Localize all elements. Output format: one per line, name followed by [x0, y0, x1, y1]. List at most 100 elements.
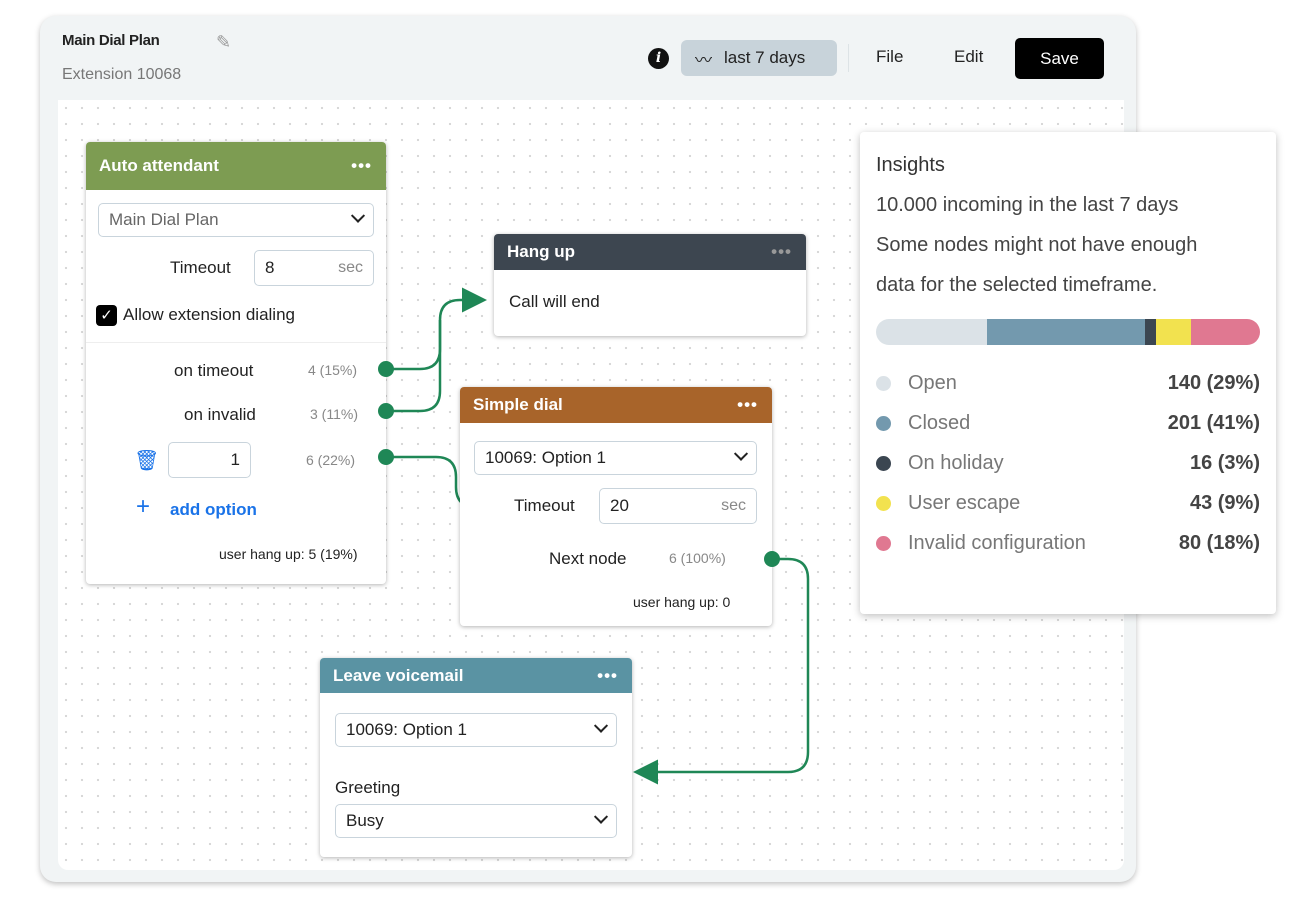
next-node-label: Next node — [549, 549, 627, 568]
bar-segment — [876, 319, 988, 345]
legend-dot — [876, 415, 891, 431]
output-port[interactable] — [378, 449, 394, 465]
more-icon[interactable]: ••• — [737, 395, 758, 414]
chevron-down-icon — [733, 446, 749, 461]
legend-label: Invalid configuration — [908, 531, 1086, 554]
legend-label: On holiday — [908, 451, 1004, 474]
trash-icon[interactable]: 🗑 — [134, 450, 160, 472]
timeout-label: Timeout — [514, 496, 575, 515]
add-option-link[interactable]: add option — [170, 500, 257, 519]
node-header[interactable]: Auto attendant ••• — [86, 142, 386, 190]
input-value: 8 — [265, 258, 275, 277]
output-label: on invalid — [184, 405, 256, 424]
select-value: Busy — [346, 811, 384, 830]
link-invalid-hangup — [386, 320, 442, 413]
output-port[interactable] — [378, 361, 394, 377]
voicemail-target-select[interactable]: 10069: Option 1 — [335, 713, 617, 747]
node-header[interactable]: Simple dial ••• — [460, 387, 772, 423]
chevron-down-icon — [593, 718, 609, 733]
output-stat: 3 (11%) — [310, 406, 358, 422]
file-menu[interactable]: File — [876, 47, 904, 66]
output-label: on timeout — [174, 361, 254, 380]
legend-value: 140 (29%) — [1167, 371, 1260, 394]
bar-segment — [1190, 319, 1260, 345]
plus-icon[interactable]: + — [136, 493, 151, 520]
legend-value: 201 (41%) — [1167, 411, 1260, 434]
more-icon[interactable]: ••• — [771, 242, 792, 261]
select-value: Main Dial Plan — [109, 210, 219, 229]
legend-item: Closed 201 (41%) — [876, 403, 1260, 443]
dial-plan-select[interactable]: Main Dial Plan — [98, 203, 374, 237]
node-title: Hang up — [507, 242, 575, 261]
chevron-down-icon — [350, 208, 366, 223]
output-port[interactable] — [378, 403, 394, 419]
output-stat: 6 (22%) — [306, 452, 356, 468]
hang-up-stat: user hang up: 0 — [633, 594, 731, 610]
extension-subtitle: Extension 10068 — [62, 66, 182, 83]
bar-segment — [1144, 319, 1157, 345]
option-digit-input[interactable]: 1 — [168, 442, 251, 478]
leave-voicemail-node[interactable]: Leave voicemail ••• 10069: Option 1 Greet… — [320, 658, 632, 857]
bar-segment — [987, 319, 1145, 345]
simple-dial-node[interactable]: Simple dial ••• 10069: Option 1 Timeout 2… — [460, 387, 772, 626]
save-button[interactable]: Save — [1015, 38, 1104, 79]
distribution-bar — [876, 319, 1260, 345]
legend-dot — [876, 375, 891, 391]
legend-label: Closed — [908, 411, 971, 434]
legend-value: 80 (18%) — [1178, 531, 1260, 554]
output-stat: 4 (15%) — [308, 362, 358, 378]
select-value: 10069: Option 1 — [346, 720, 467, 739]
more-icon[interactable]: ••• — [351, 156, 372, 175]
unit-label: sec — [338, 259, 363, 276]
page-title: Main Dial Plan — [62, 32, 160, 49]
divider — [848, 44, 849, 72]
legend-item: Open 140 (29%) — [876, 363, 1260, 403]
legend-dot — [876, 455, 891, 471]
unit-label: sec — [721, 497, 746, 514]
legend-label: Open — [908, 371, 957, 394]
more-icon[interactable]: ••• — [597, 665, 618, 685]
timeout-input[interactable]: 8 sec — [254, 250, 374, 286]
insights-legend: Open 140 (29%) Closed 201 (41%) On holiday 16… — [876, 363, 1260, 563]
info-icon[interactable]: i — [648, 48, 669, 69]
legend-item: Invalid configuration 80 (18%) — [876, 523, 1260, 563]
node-title: Simple dial — [473, 395, 563, 414]
timeout-label: Timeout — [170, 258, 231, 277]
edit-menu[interactable]: Edit — [954, 47, 984, 66]
select-value: 10069: Option 1 — [485, 448, 606, 467]
legend-dot — [876, 535, 891, 551]
trend-icon: 〰 — [695, 50, 712, 70]
legend-dot — [876, 495, 891, 511]
insights-note: Some nodes might not have enough — [876, 234, 1198, 256]
timeframe-button[interactable]: 〰 last 7 days — [681, 40, 837, 76]
insights-panel: Insights 10.000 incoming in the last 7 d… — [860, 132, 1276, 614]
node-title: Auto attendant — [99, 156, 219, 175]
link-simpledial-voicemail — [633, 557, 810, 785]
auto-attendant-node[interactable]: Auto attendant ••• Main Dial Plan Timeout… — [86, 142, 386, 584]
input-value: 1 — [230, 450, 240, 469]
legend-item: User escape 43 (9%) — [876, 483, 1260, 523]
allow-extension-checkbox[interactable]: ✓ — [96, 305, 117, 326]
link-timeout-hangup — [386, 287, 487, 371]
insights-title: Insights — [876, 154, 945, 176]
hang-up-text: Call will end — [509, 292, 600, 311]
legend-value: 43 (9%) — [1189, 491, 1260, 514]
edit-pencil-icon[interactable]: ✎ — [216, 32, 232, 52]
output-port[interactable] — [764, 551, 780, 567]
input-value: 20 — [610, 496, 629, 515]
node-header[interactable]: Hang up ••• — [494, 234, 806, 270]
insights-note: data for the selected timeframe. — [876, 274, 1158, 296]
divider — [86, 342, 386, 343]
hang-up-node[interactable]: Hang up ••• Call will end — [494, 234, 806, 336]
hang-up-stat: user hang up: 5 (19%) — [219, 546, 358, 562]
greeting-select[interactable]: Busy — [335, 804, 617, 838]
greeting-label: Greeting — [335, 778, 401, 797]
output-stat: 6 (100%) — [669, 550, 726, 566]
dial-target-select[interactable]: 10069: Option 1 — [474, 441, 757, 475]
node-header[interactable]: Leave voicemail ••• — [320, 658, 632, 693]
legend-value: 16 (3%) — [1189, 451, 1260, 474]
timeout-input[interactable]: 20 sec — [599, 488, 757, 524]
legend-item: On holiday 16 (3%) — [876, 443, 1260, 483]
bar-segment — [1156, 319, 1191, 345]
node-title: Leave voicemail — [333, 665, 464, 685]
